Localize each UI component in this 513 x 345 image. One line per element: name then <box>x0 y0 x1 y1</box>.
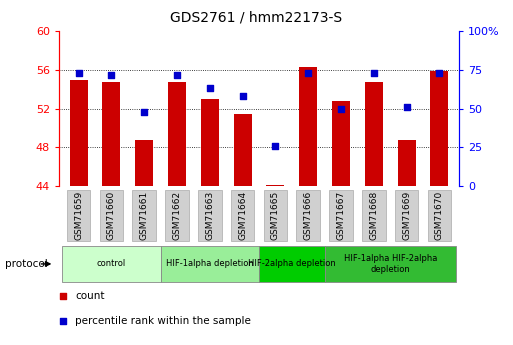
Bar <box>299 67 317 186</box>
Text: GSM71670: GSM71670 <box>435 190 444 240</box>
Text: count: count <box>75 291 105 301</box>
Text: HIF-1alpha depletion: HIF-1alpha depletion <box>166 259 254 268</box>
Point <box>59 318 67 324</box>
FancyBboxPatch shape <box>259 246 325 282</box>
FancyBboxPatch shape <box>100 190 123 242</box>
Text: GDS2761 / hmm22173-S: GDS2761 / hmm22173-S <box>170 10 343 24</box>
Bar <box>365 81 383 186</box>
FancyBboxPatch shape <box>132 190 156 242</box>
Bar <box>332 101 350 186</box>
Point <box>107 72 115 77</box>
Bar <box>201 99 219 186</box>
Point <box>304 70 312 76</box>
FancyBboxPatch shape <box>264 190 287 242</box>
Text: HIF-2alpha depletion: HIF-2alpha depletion <box>248 259 336 268</box>
Point <box>403 105 411 110</box>
Bar <box>233 114 252 186</box>
Point <box>337 106 345 111</box>
Text: GSM71662: GSM71662 <box>172 190 182 239</box>
Bar <box>168 81 186 186</box>
Text: GSM71668: GSM71668 <box>369 190 379 240</box>
FancyBboxPatch shape <box>329 190 353 242</box>
Text: GSM71659: GSM71659 <box>74 190 83 240</box>
Text: GSM71667: GSM71667 <box>337 190 346 240</box>
Bar <box>430 71 448 186</box>
FancyBboxPatch shape <box>67 190 90 242</box>
FancyBboxPatch shape <box>165 190 189 242</box>
Text: GSM71665: GSM71665 <box>271 190 280 240</box>
FancyBboxPatch shape <box>198 190 222 242</box>
Point <box>271 143 280 149</box>
Text: control: control <box>97 259 126 268</box>
Text: GSM71660: GSM71660 <box>107 190 116 240</box>
FancyBboxPatch shape <box>161 246 259 282</box>
Point <box>74 70 83 76</box>
Point <box>239 93 247 99</box>
Text: HIF-1alpha HIF-2alpha
depletion: HIF-1alpha HIF-2alpha depletion <box>344 254 437 274</box>
Point <box>173 72 181 77</box>
Text: GSM71664: GSM71664 <box>238 190 247 239</box>
FancyBboxPatch shape <box>231 190 254 242</box>
Text: GSM71669: GSM71669 <box>402 190 411 240</box>
Text: GSM71661: GSM71661 <box>140 190 149 240</box>
Text: GSM71666: GSM71666 <box>304 190 313 240</box>
Text: GSM71663: GSM71663 <box>205 190 214 240</box>
Bar <box>135 140 153 186</box>
Bar <box>398 140 416 186</box>
Text: protocol: protocol <box>5 259 48 269</box>
Bar <box>103 81 121 186</box>
Bar <box>266 185 285 186</box>
FancyBboxPatch shape <box>325 246 456 282</box>
FancyBboxPatch shape <box>297 190 320 242</box>
FancyBboxPatch shape <box>395 190 419 242</box>
Point <box>370 70 378 76</box>
FancyBboxPatch shape <box>362 190 386 242</box>
Bar <box>70 80 88 186</box>
Point <box>140 109 148 115</box>
Point <box>206 86 214 91</box>
Point <box>436 70 444 76</box>
FancyBboxPatch shape <box>62 246 161 282</box>
Point <box>59 294 67 299</box>
Text: percentile rank within the sample: percentile rank within the sample <box>75 316 251 326</box>
FancyBboxPatch shape <box>428 190 451 242</box>
